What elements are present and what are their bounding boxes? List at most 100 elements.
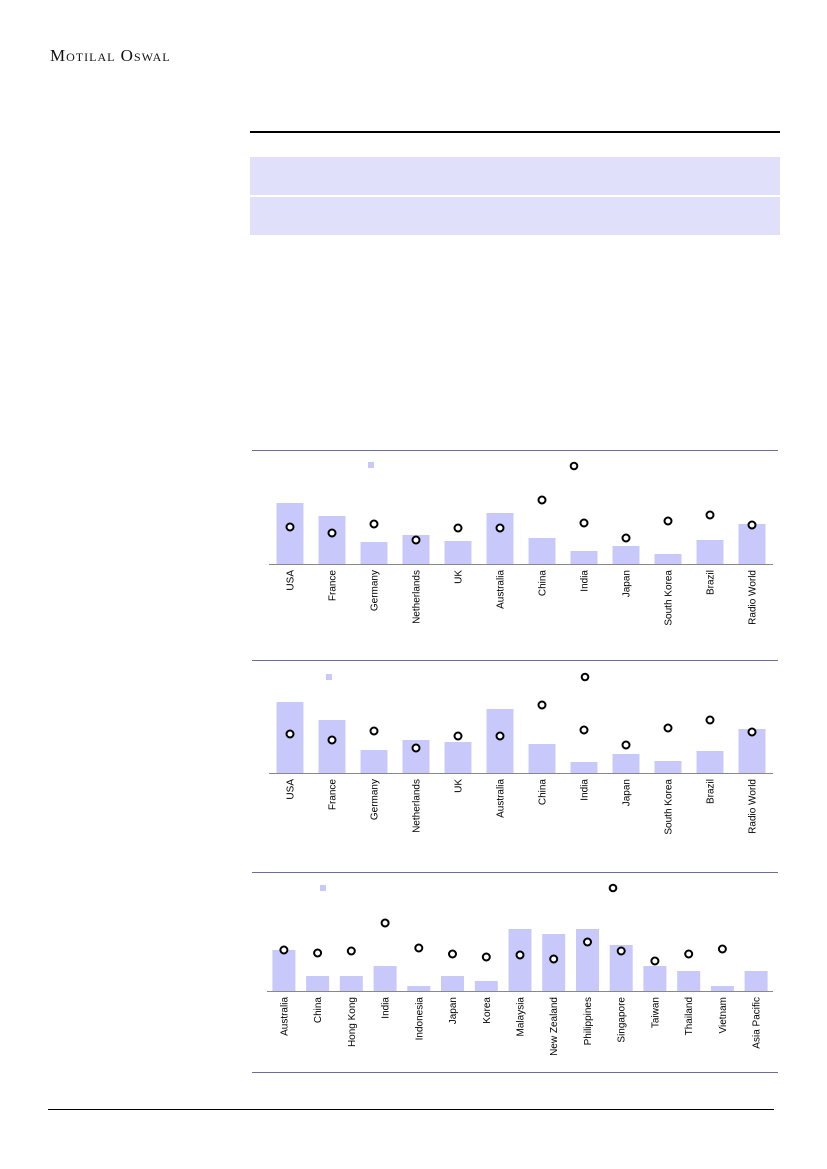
tick-label-france: France [328,570,339,602]
marker-indonesia [414,943,424,953]
marker-new-zealand [549,954,559,964]
chart2-top-rule [252,660,778,661]
bar-singapore [609,945,633,991]
bar-india [373,966,397,991]
marker-south-korea [663,723,673,733]
tick-label-australia: Australia [496,779,507,818]
tick-label-usa: USA [286,570,297,591]
bar-japan [612,754,640,773]
bar-usa [276,503,304,564]
bar-india [570,762,598,773]
marker-australia [495,731,505,741]
bar-malaysia [508,929,532,991]
bar-vietnam [710,986,734,991]
marker-hong-kong [346,946,356,956]
chart3-bottom-rule [252,1072,778,1073]
marker-japan [621,533,631,543]
bar-germany [360,542,388,564]
bar-thailand [677,971,701,991]
bar-japan [612,546,640,564]
bar-south-korea [654,761,682,773]
tick-label-china: China [313,997,324,1024]
tick-label-australia: Australia [279,997,290,1036]
tick-label-indonesia: Indonesia [414,997,425,1041]
marker-japan [448,949,457,959]
tick-label-korea: Korea [482,997,493,1024]
bar-australia [272,950,296,991]
marker-taiwan [650,956,660,966]
legend-marker-swatch [569,461,579,471]
tick-label-france: France [328,779,339,811]
tick-label-brazil: Brazil [706,779,717,804]
marker-radio-world [747,727,757,737]
marker-radio-world [747,520,757,530]
tick-label-singapore: Singapore [617,997,628,1043]
tick-label-radio-world: Radio World [748,779,759,834]
tick-label-japan: Japan [448,997,459,1024]
tick-label-uk: UK [454,779,465,793]
legend-marker-swatch [580,672,590,682]
bar-china [306,976,330,991]
chart-2: USA France Germany Netherlands UK Australia Ch… [269,672,773,835]
tick-label-thailand: Thailand [684,997,695,1035]
bar-south-korea [654,554,682,564]
bar-asia-pacific [744,971,768,991]
bar-china [528,538,556,564]
bar-france [318,720,346,773]
tick-label-australia: Australia [496,570,507,609]
bar-china [528,744,556,773]
marker-vietnam [717,944,727,954]
marker-uk [453,523,463,533]
chart-3: Australia China Hong Kong India Indonesia Jap… [267,883,773,1056]
tick-label-china: China [538,570,549,597]
marker-malaysia [515,950,525,960]
bar-japan [441,976,464,991]
tick-label-brazil: Brazil [706,570,717,595]
tick-label-india: India [381,997,392,1019]
bar-hong-kong [339,976,363,991]
bar-korea [474,981,498,991]
marker-thailand [684,949,694,959]
tick-label-malaysia: Malaysia [516,997,527,1037]
tick-label-india: India [580,570,591,592]
marker-france [327,735,337,745]
marker-brazil [705,715,715,725]
tick-label-south-korea: South Korea [664,570,675,626]
tick-label-netherlands: Netherlands [412,570,423,624]
marker-philippines [583,937,592,947]
brand-logo: Motilal Oswal [50,46,171,65]
legend-marker-swatch [608,883,618,893]
bar-france [318,516,346,564]
bar-indonesia [407,986,431,991]
bar-brazil [696,540,724,564]
legend-bar-swatch [368,462,374,468]
tick-label-south-korea: South Korea [664,779,675,835]
legend-bar-swatch [320,885,326,891]
subtitle-band [250,197,780,235]
marker-india [579,518,589,528]
chart3-top-rule [252,872,778,873]
bar-india [570,551,598,564]
marker-singapore [616,946,626,956]
marker-uk [453,731,463,741]
bar-australia [486,513,514,564]
marker-korea [481,952,491,962]
marker-france [327,528,337,538]
legend-bar-swatch [326,674,332,680]
tick-label-usa: USA [286,779,297,800]
marker-india [380,918,390,928]
marker-australia [495,523,505,533]
marker-netherlands [411,743,421,753]
chart1-top-rule [252,450,778,451]
marker-china [313,948,323,958]
tick-label-vietnam: Vietnam [718,997,729,1034]
tick-label-germany: Germany [370,779,381,820]
tick-label-hong-kong: Hong Kong [347,997,358,1047]
tick-label-radio-world: Radio World [748,570,759,625]
marker-netherlands [411,535,421,545]
chart-1: USA France Germany Netherlands UK Australia Ch… [269,461,773,626]
marker-japan [621,740,631,750]
tick-label-japan: Japan [622,779,633,806]
bar-uk [444,742,472,773]
tick-label-uk: UK [454,570,465,584]
